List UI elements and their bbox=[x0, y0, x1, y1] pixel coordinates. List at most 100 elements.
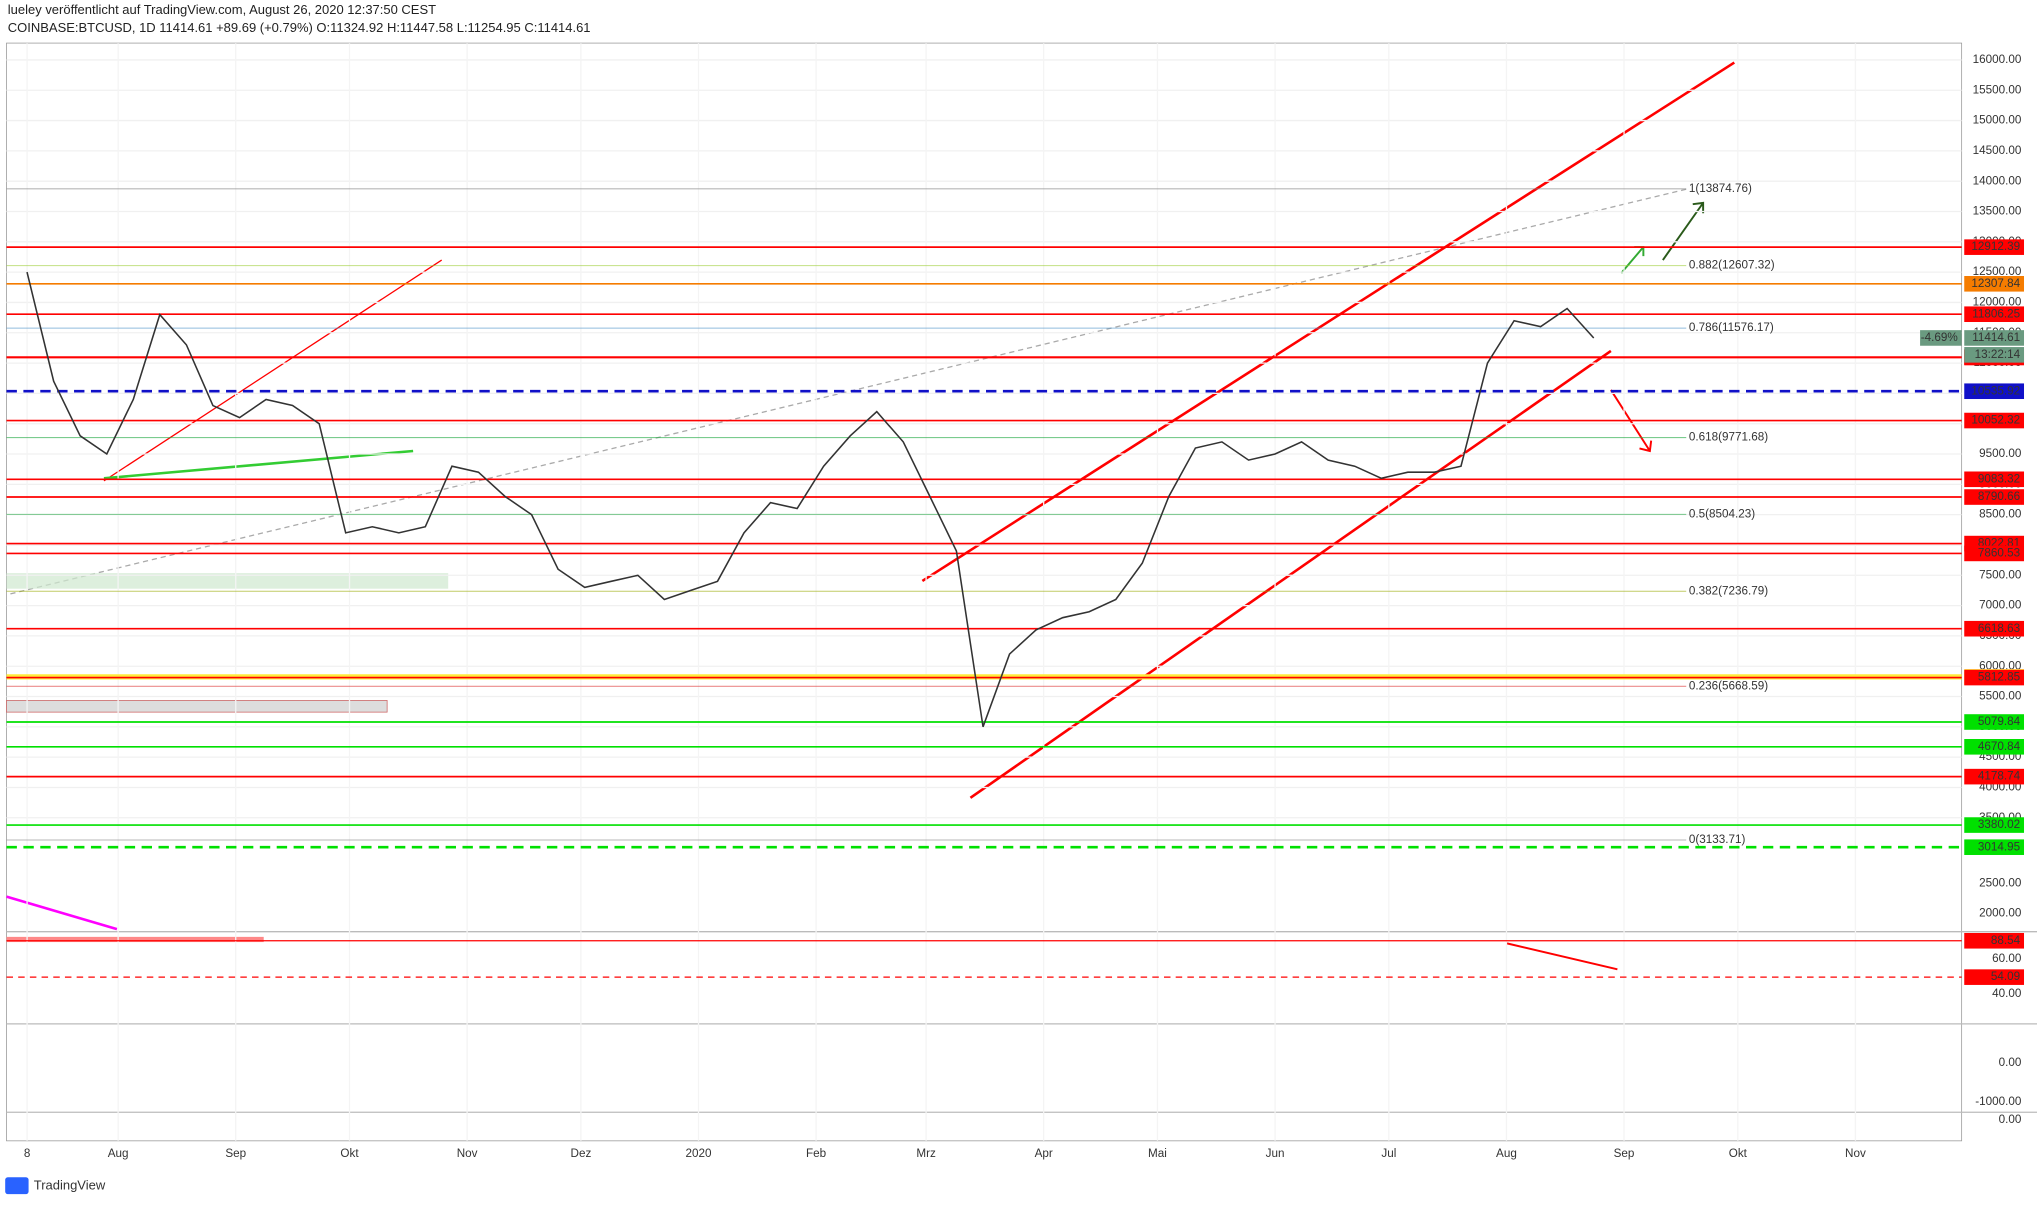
countdown-bg bbox=[1964, 347, 2025, 363]
channel-upper bbox=[921, 61, 1736, 583]
zone bbox=[6, 700, 388, 713]
x-tick-label: Mrz bbox=[916, 1147, 936, 1160]
plot-frame bbox=[6, 42, 1963, 1142]
rsi-tick-label: 60.00 bbox=[1992, 952, 2022, 965]
x-tick-label: Mai bbox=[1148, 1147, 1167, 1160]
level-label: 11806.25 bbox=[1972, 307, 2020, 320]
level-label-bg bbox=[1964, 839, 2025, 855]
level-label: 5812.85 bbox=[1978, 671, 2021, 684]
fib-label: 0(3133.71) bbox=[1689, 833, 1746, 846]
trend-line bbox=[103, 449, 414, 480]
fib-label: 0.786(11576.17) bbox=[1689, 321, 1774, 334]
level-label: 10535.92 bbox=[1971, 384, 2020, 397]
countdown: 13:22:14 bbox=[1975, 348, 2021, 361]
level-label: 8790.66 bbox=[1978, 490, 2020, 503]
level-label: 5079.84 bbox=[1978, 715, 2021, 728]
brand: TradingView bbox=[34, 1178, 106, 1193]
level-label: 7860.53 bbox=[1978, 547, 2020, 560]
author-line: lueley veröffentlicht auf TradingView.co… bbox=[8, 2, 436, 17]
price-line bbox=[26, 271, 1595, 728]
y-tick-label: 12000.00 bbox=[1973, 296, 2022, 309]
x-tick-label: Aug bbox=[108, 1147, 129, 1160]
level-label-bg bbox=[1964, 545, 2025, 562]
level-label: 3380.02 bbox=[1978, 818, 2020, 831]
y-tick-label: 15000.00 bbox=[1973, 114, 2022, 127]
level-label: 12307.84 bbox=[1971, 277, 2020, 290]
level-label: 4670.84 bbox=[1978, 740, 2021, 753]
rsi-upper-bg bbox=[1964, 932, 2025, 949]
rsi-level-bg bbox=[1964, 969, 2025, 985]
x-tick-label: Dez bbox=[571, 1147, 592, 1160]
x-tick-label: 8 bbox=[24, 1147, 31, 1160]
level-label-bg bbox=[1964, 383, 2025, 400]
fib-label: 1(13874.76) bbox=[1689, 182, 1752, 195]
level-label-bg bbox=[1964, 306, 2025, 323]
level-label: 4178.74 bbox=[1978, 770, 2021, 783]
level-label-bg bbox=[1964, 239, 2025, 255]
y-tick-label: 7000.00 bbox=[1979, 599, 2022, 612]
macd-tick-label: 0.00 bbox=[1999, 1056, 2022, 1069]
x-tick-label: Okt bbox=[1729, 1147, 1748, 1160]
y-tick-label: 8500.00 bbox=[1979, 508, 2022, 521]
macd-tick-label: -1000.00 bbox=[1975, 1095, 2022, 1108]
x-tick-label: Okt bbox=[340, 1147, 359, 1160]
y-tick-label: 6000.00 bbox=[1979, 659, 2022, 672]
x-tick-label: Sep bbox=[225, 1147, 246, 1160]
y-tick-label: 15500.00 bbox=[1973, 83, 2022, 96]
trend-line bbox=[6, 895, 118, 931]
fib-label: 0.236(5668.59) bbox=[1689, 679, 1768, 692]
zone bbox=[6, 936, 264, 943]
y-tick-label: 14000.00 bbox=[1973, 174, 2022, 187]
zone bbox=[6, 573, 449, 589]
level-label-bg bbox=[1964, 739, 2025, 755]
bottom-tick-label: 0.00 bbox=[1999, 1113, 2022, 1126]
symbol-line: COINBASE:BTCUSD, 1D 11414.61 +89.69 (+0.… bbox=[8, 20, 591, 35]
x-tick-label: Aug bbox=[1496, 1147, 1517, 1160]
rsi-level-label: 54.09 bbox=[1991, 970, 2020, 983]
change-bg bbox=[1920, 330, 1962, 346]
level-label-bg bbox=[1964, 620, 2025, 637]
fib-label: 0.618(9771.68) bbox=[1689, 431, 1768, 444]
level-label: 3014.95 bbox=[1978, 840, 2021, 853]
x-tick-label: Nov bbox=[457, 1147, 478, 1160]
level-label-bg bbox=[1964, 412, 2025, 429]
y-tick-label: 16000.00 bbox=[1973, 53, 2022, 66]
fib-label: 0.882(12607.32) bbox=[1689, 259, 1775, 272]
x-tick-label: Jun bbox=[1266, 1147, 1285, 1160]
drawings bbox=[6, 61, 1736, 971]
current-price-bg bbox=[1964, 330, 2025, 346]
y-tick-label: 5500.00 bbox=[1979, 690, 2022, 703]
level-label-bg bbox=[1964, 714, 2025, 730]
y-tick-label: 12500.00 bbox=[1973, 265, 2022, 278]
current-price: 11414.61 bbox=[1972, 331, 2020, 344]
rsi-tick-label: 40.00 bbox=[1992, 987, 2022, 1000]
level-label: 6618.63 bbox=[1978, 622, 2020, 635]
level-label: 12912.39 bbox=[1971, 240, 2020, 253]
rsi-upper-label: 88.54 bbox=[1991, 934, 2021, 947]
y-tick-label: 14500.00 bbox=[1973, 144, 2022, 157]
brand-logo bbox=[5, 1177, 29, 1195]
level-label-bg bbox=[1964, 489, 2025, 505]
x-tick-label: Apr bbox=[1035, 1147, 1053, 1160]
change-label: -4.69% bbox=[1921, 331, 1958, 344]
arrow bbox=[1662, 201, 1705, 261]
level-label: 9083.32 bbox=[1978, 472, 2020, 485]
volume-tick-label: 2500.00 bbox=[1979, 877, 2022, 890]
level-label-bg bbox=[1964, 768, 2025, 785]
x-tick-label: Feb bbox=[806, 1147, 827, 1160]
y-tick-label: 13500.00 bbox=[1973, 205, 2022, 218]
fib-label: 0.382(7236.79) bbox=[1689, 584, 1768, 597]
x-tick-label: Jul bbox=[1381, 1147, 1396, 1160]
level-label: 10052.32 bbox=[1971, 414, 2020, 427]
volume-tick-label: 2000.00 bbox=[1979, 907, 2022, 920]
x-tick-label: Nov bbox=[1845, 1147, 1866, 1160]
x-tick-label: 2020 bbox=[685, 1147, 712, 1160]
level-label-bg bbox=[1964, 669, 2025, 686]
y-tick-label: 9500.00 bbox=[1979, 447, 2022, 460]
fib-label: 0.5(8504.23) bbox=[1689, 507, 1755, 520]
fib-trend bbox=[10, 187, 1689, 595]
y-tick-label: 7500.00 bbox=[1979, 568, 2022, 581]
level-label-bg bbox=[1964, 817, 2025, 833]
